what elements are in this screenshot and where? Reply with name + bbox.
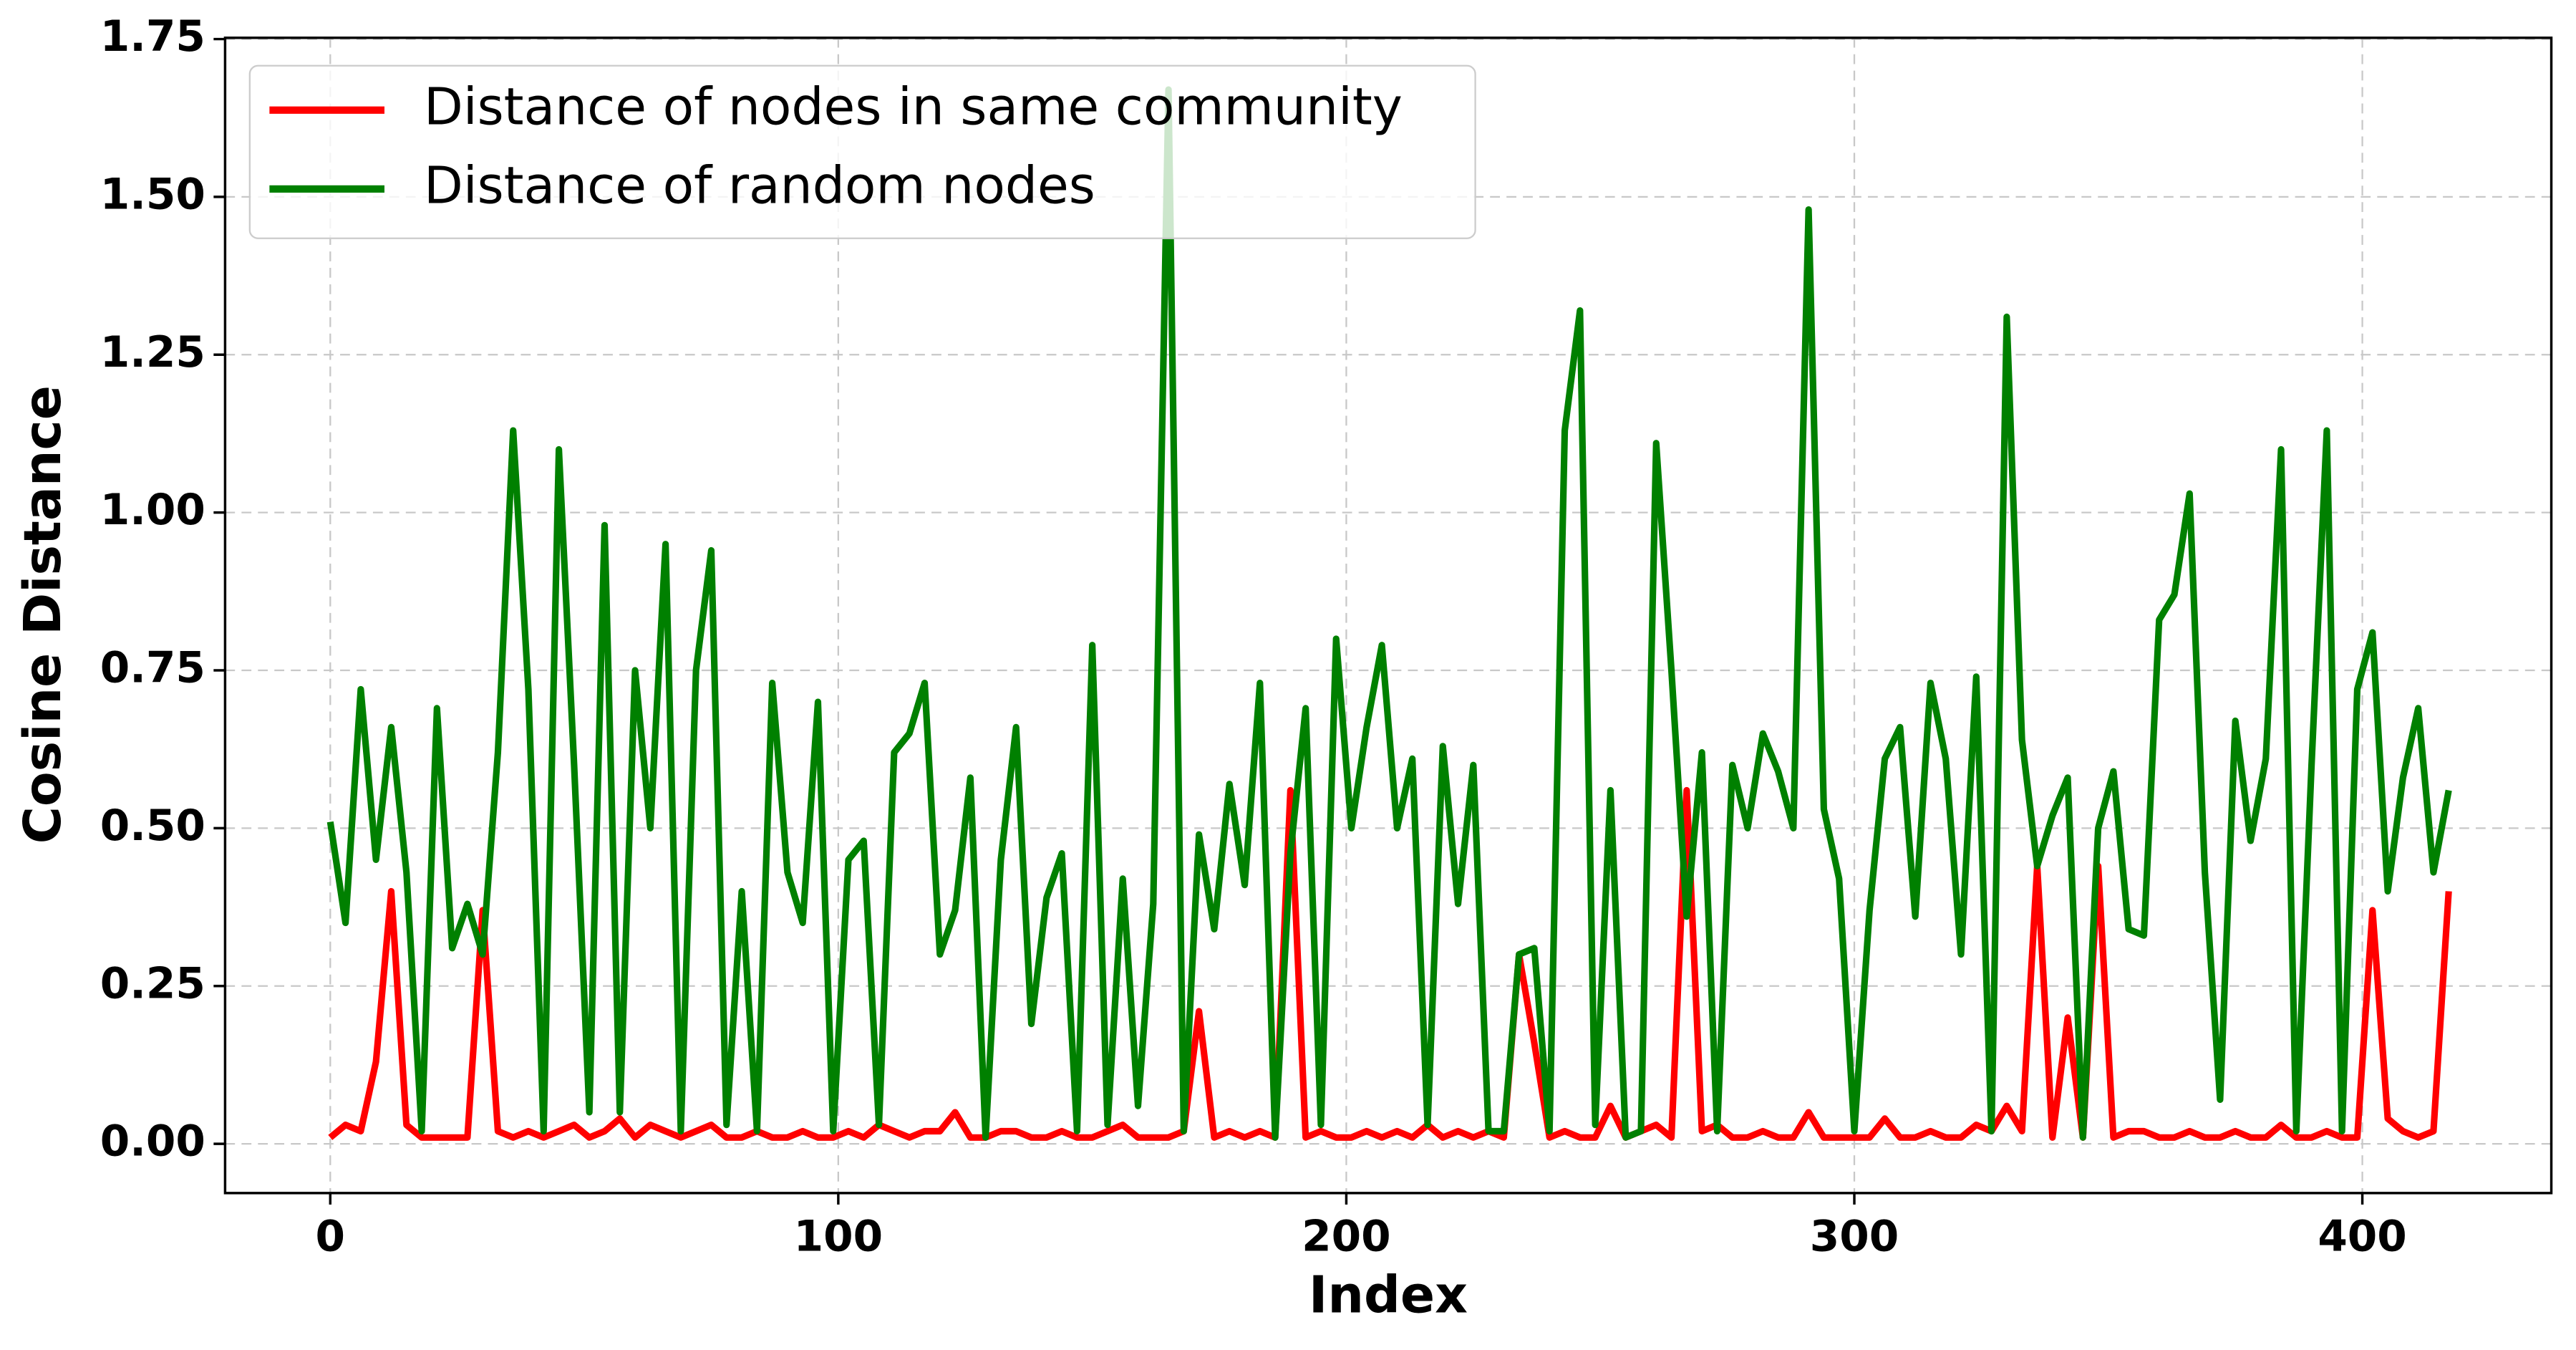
legend-label: Distance of nodes in same community [424, 77, 1403, 136]
legend: Distance of nodes in same community Dista… [248, 64, 1476, 239]
y-tick-label: 1.00 [100, 486, 205, 535]
y-tick-label: 0.00 [100, 1117, 205, 1167]
y-axis-label: Cosine Distance [13, 385, 72, 844]
y-tick-label: 0.25 [100, 959, 205, 1008]
legend-box [248, 64, 1476, 239]
y-tick-label: 0.75 [100, 644, 205, 693]
x-tick-label: 300 [1810, 1212, 1899, 1262]
x-axis-label: Index [1309, 1265, 1468, 1324]
x-tick-label: 100 [794, 1212, 883, 1262]
x-tick-label: 0 [316, 1212, 346, 1262]
y-tick-label: 1.50 [100, 170, 205, 219]
y-tick-label: 1.75 [100, 12, 205, 62]
x-tick-label: 400 [2318, 1212, 2407, 1262]
plot-frame [223, 37, 2553, 1195]
y-tick-label: 0.50 [100, 801, 205, 851]
legend-label: Distance of random nodes [424, 155, 1095, 215]
x-tick-label: 200 [1302, 1212, 1391, 1262]
data-line [326, 86, 2452, 1141]
y-tick-label: 1.25 [100, 328, 205, 377]
